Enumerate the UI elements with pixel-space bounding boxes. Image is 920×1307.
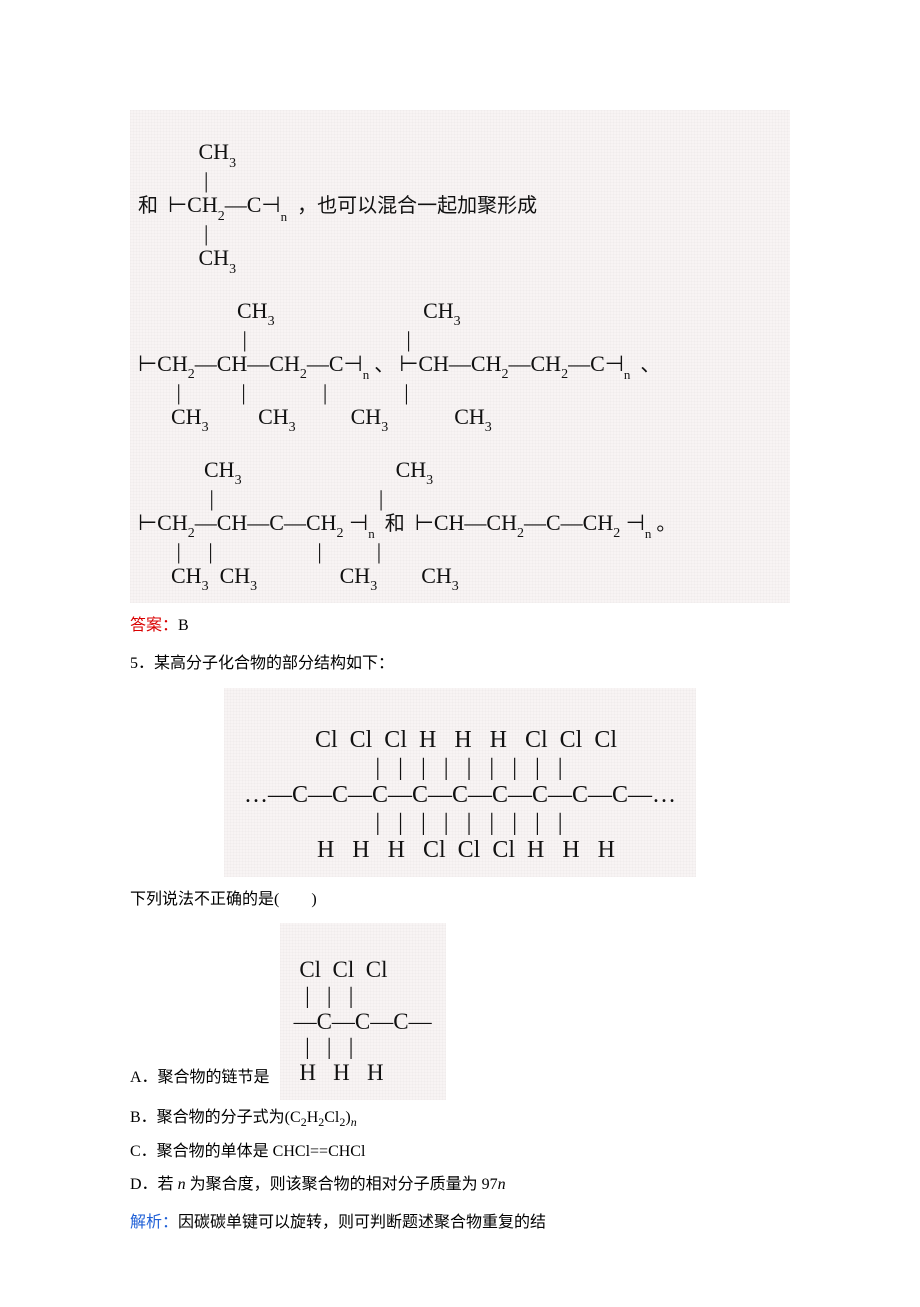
- t: CH: [138, 139, 229, 164]
- q5-which-wrong: 下列说法不正确的是( ): [130, 885, 790, 915]
- option-d: D．若 n 为聚合度，则该聚合物的相对分子质量为 97n: [130, 1170, 790, 1200]
- q5-main-structure: Cl Cl Cl H H H Cl Cl Cl | | | | | | | | …: [224, 688, 696, 878]
- q5-stem-text: 某高分子化合物的部分结构如下：: [154, 655, 394, 672]
- hint-label: 解析：: [130, 1214, 178, 1231]
- hint-line: 解析：因碳碳单键可以旋转，则可判断题述聚合物重复的结: [130, 1208, 790, 1238]
- option-a: A．聚合物的链节是 Cl Cl Cl | | | —C—C—C— | | | H…: [130, 923, 790, 1099]
- polymer-structures-figure: CH3 | 和 ⊢CH2—C⊣n ，也可以混合一起加聚形成 | CH3 CH3 …: [130, 110, 790, 603]
- option-a-label: A．聚合物的链节是: [130, 1063, 270, 1093]
- t: |: [138, 168, 208, 193]
- option-c: C．聚合物的单体是 CHCl==CHCl: [130, 1137, 790, 1167]
- q5-number: 5．: [130, 655, 154, 672]
- answer-label: 答案：: [130, 617, 178, 634]
- answer-line: 答案：B: [130, 611, 790, 641]
- answer-value: B: [178, 617, 189, 634]
- t: CH: [138, 245, 229, 270]
- q5-stem: 5．某高分子化合物的部分结构如下：: [130, 649, 790, 679]
- option-b: B．聚合物的分子式为(C2H2Cl2)n: [130, 1103, 790, 1134]
- hint-text: 因碳碳单键可以旋转，则可判断题述聚合物重复的结: [178, 1214, 546, 1231]
- t: |: [138, 221, 208, 246]
- option-a-structure: Cl Cl Cl | | | —C—C—C— | | | H H H: [280, 923, 446, 1099]
